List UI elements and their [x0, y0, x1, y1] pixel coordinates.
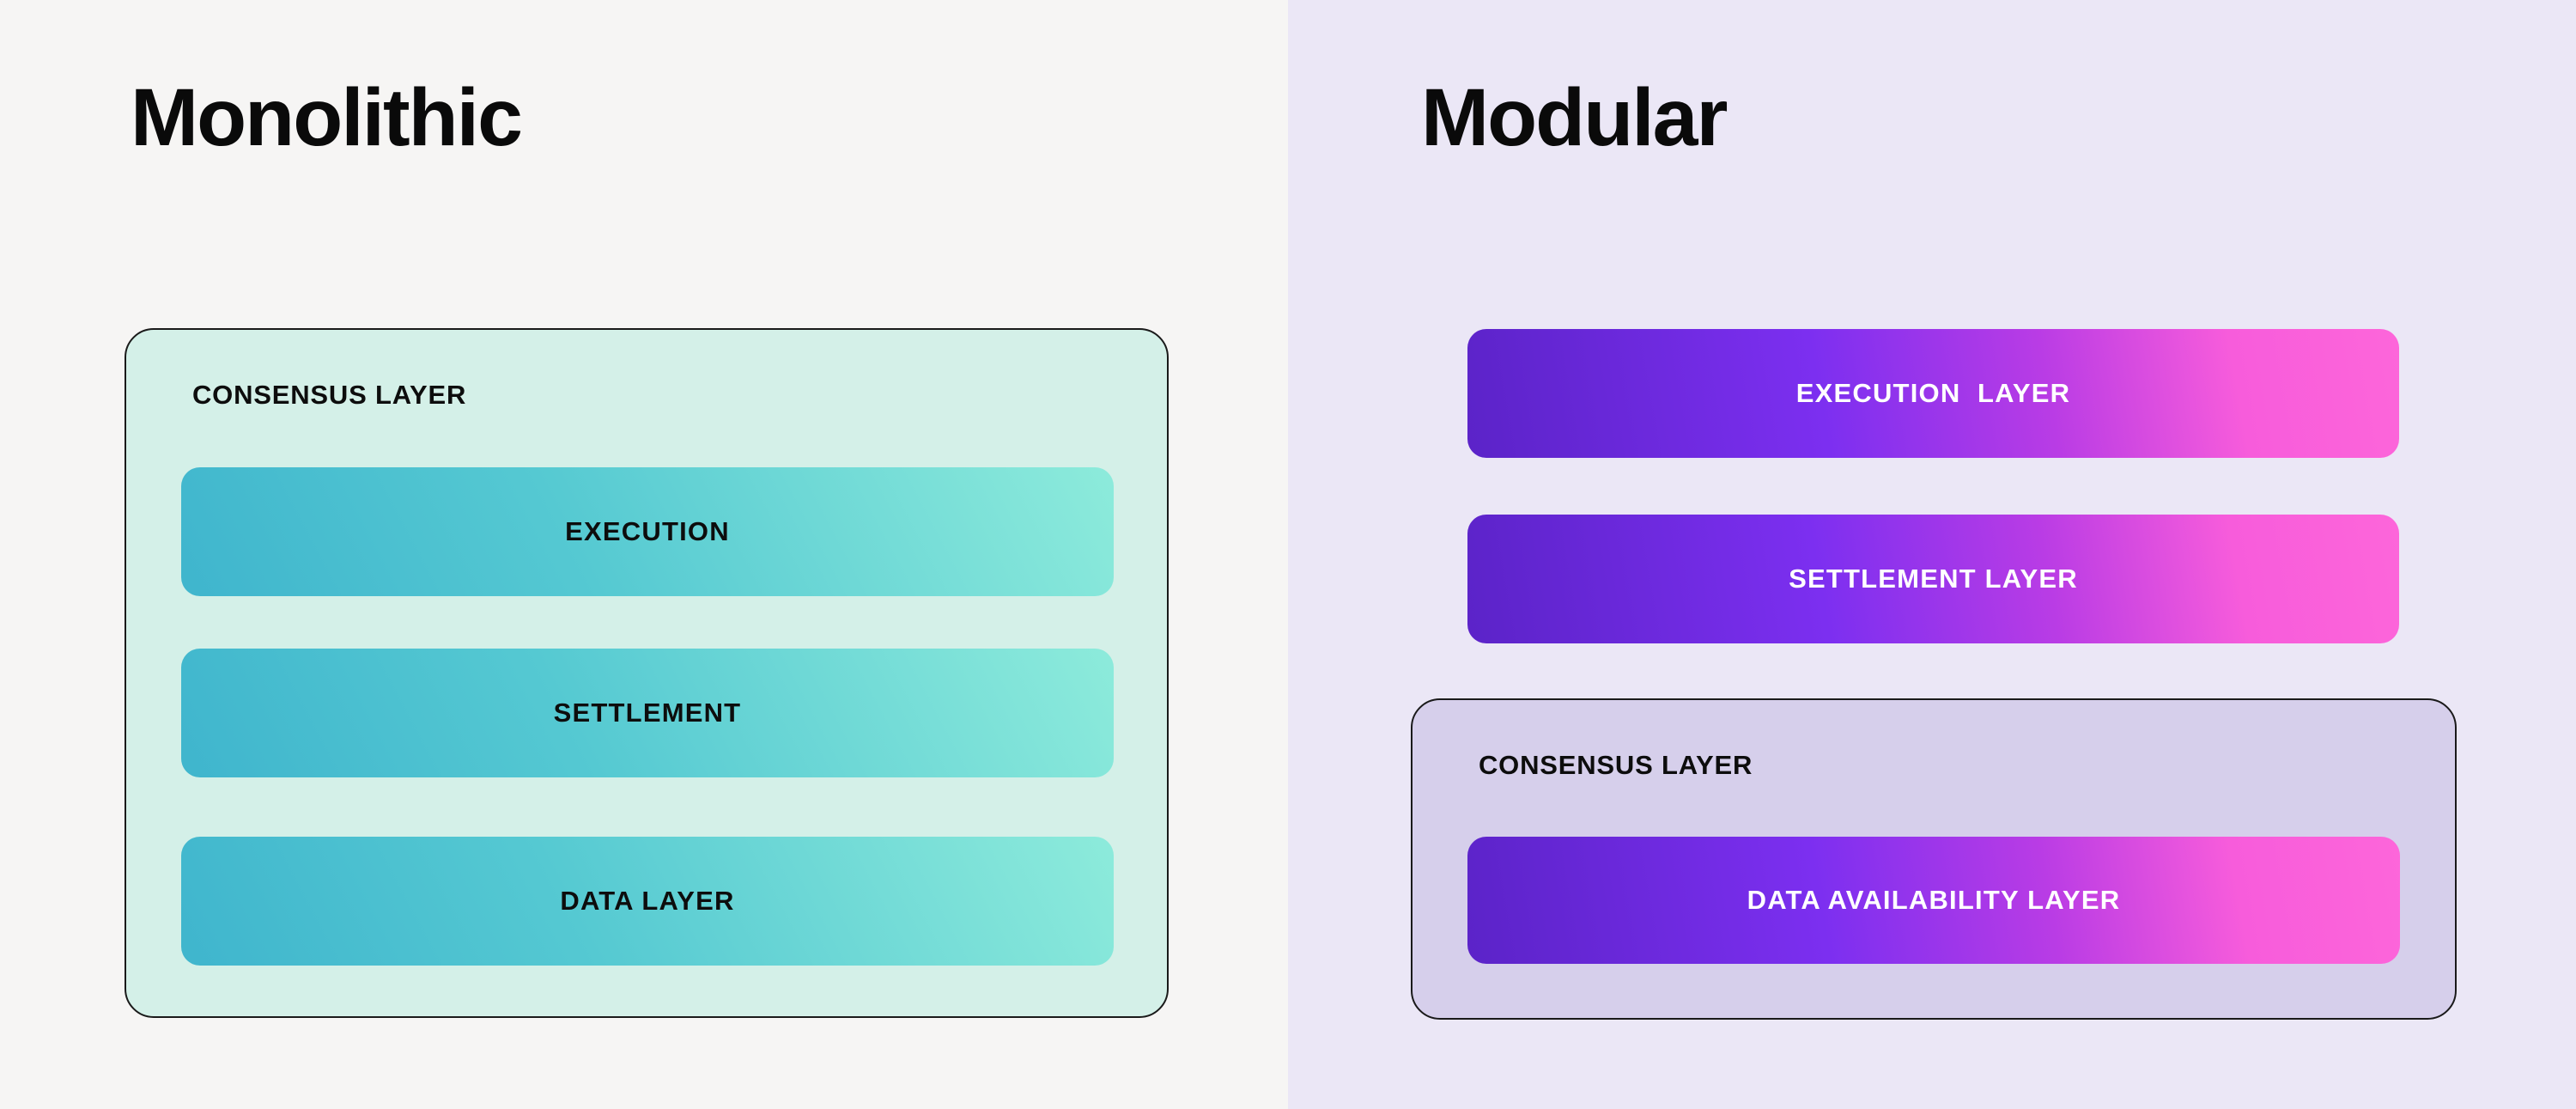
- monolithic-title: Monolithic: [131, 72, 523, 163]
- settlement-layer-bar: SETTLEMENT LAYER: [1467, 515, 2399, 643]
- execution-bar-label: EXECUTION: [565, 516, 730, 546]
- data-availability-layer-bar-label: DATA AVAILABILITY LAYER: [1747, 885, 2121, 915]
- monolithic-consensus-layer-box: CONSENSUS LAYER EXECUTION SETTLEMENT DAT…: [125, 328, 1169, 1018]
- settlement-layer-bar-label: SETTLEMENT LAYER: [1789, 564, 2078, 594]
- data-layer-bar-label: DATA LAYER: [560, 886, 735, 916]
- modular-panel: Modular EXECUTION LAYER SETTLEMENT LAYER…: [1288, 0, 2576, 1109]
- monolithic-consensus-layer-label: CONSENSUS LAYER: [192, 380, 467, 410]
- data-layer-bar: DATA LAYER: [181, 837, 1114, 966]
- settlement-bar: SETTLEMENT: [181, 649, 1114, 777]
- monolithic-panel: Monolithic CONSENSUS LAYER EXECUTION SET…: [0, 0, 1288, 1109]
- settlement-bar-label: SETTLEMENT: [553, 698, 742, 728]
- data-availability-layer-bar: DATA AVAILABILITY LAYER: [1467, 837, 2400, 964]
- execution-layer-bar: EXECUTION LAYER: [1467, 329, 2399, 458]
- modular-consensus-layer-box: CONSENSUS LAYER DATA AVAILABILITY LAYER: [1411, 698, 2457, 1020]
- modular-consensus-layer-label: CONSENSUS LAYER: [1479, 750, 1753, 780]
- execution-bar: EXECUTION: [181, 467, 1114, 596]
- execution-layer-bar-label: EXECUTION LAYER: [1795, 378, 2071, 408]
- modular-title: Modular: [1421, 72, 1728, 163]
